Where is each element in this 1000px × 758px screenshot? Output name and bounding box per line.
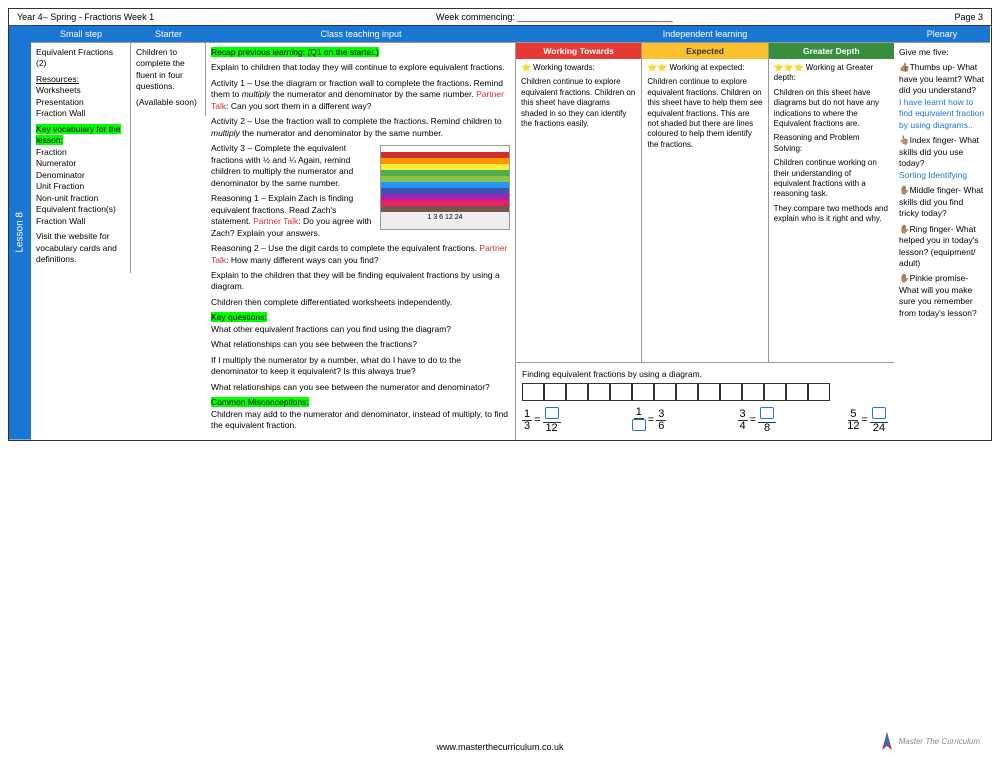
gd-col: Greater Depth ⭐⭐⭐ Working at Greater dep… xyxy=(769,43,894,362)
vocab-list: FractionNumeratorDenominatorUnit Fractio… xyxy=(36,147,116,226)
activity-2: Activity 2 – Use the fraction wall to co… xyxy=(211,116,510,139)
independent-bottom: Finding equivalent fractions by using a … xyxy=(516,363,894,440)
gd-body2: Reasoning and Problem Solving: xyxy=(774,133,889,154)
kq3: If I multiply the numerator by a number,… xyxy=(211,355,510,378)
eq4: 512=24 xyxy=(847,407,888,434)
kq-label: Key questions: xyxy=(211,312,267,322)
wt-body: Children continue to explore equivalent … xyxy=(521,77,636,129)
col-smallstep: Small step Equivalent Fractions (2) Reso… xyxy=(31,26,131,440)
lesson-tab: Lesson 8 xyxy=(9,26,31,440)
teaching-explain: Explain to the children that they will b… xyxy=(211,270,510,293)
gd-body4: They compare two methods and explain who… xyxy=(774,204,889,225)
resources-list: WorksheetsPresentationFraction Wall xyxy=(36,85,85,118)
eq1: 13=12 xyxy=(522,407,561,434)
fraction-equations: 13=12 1=36 34=8 512=24 xyxy=(522,407,888,434)
fraction-wall-diagram: 1 3 6 12 24 xyxy=(380,145,510,230)
gd-header: Greater Depth xyxy=(769,43,894,59)
exp-col: Expected ⭐⭐ Working at expected: Childre… xyxy=(642,43,768,362)
col-starter: Starter Children to complete the fluent … xyxy=(131,26,206,440)
fraction-boxes xyxy=(522,383,888,401)
gd-body1: Children on this sheet have diagrams but… xyxy=(774,88,889,130)
wt-col: Working Towards ⭐ Working towards: Child… xyxy=(516,43,642,362)
logo: Master The Curriculum xyxy=(878,730,980,754)
teaching-header: Class teaching input xyxy=(206,26,516,43)
plenary-ring: ✋🏽Ring finger- What helped you in today'… xyxy=(899,224,985,270)
kq1: What other equivalent fractions can you … xyxy=(211,324,451,334)
exp-header: Expected xyxy=(642,43,767,59)
page-header: Year 4– Spring - Fractions Week 1 Week c… xyxy=(9,9,991,26)
independent-header: Independent learning xyxy=(516,26,894,43)
col-teaching: Class teaching input Recap previous lear… xyxy=(206,26,516,440)
footer-url: www.masterthecurriculum.co.uk xyxy=(0,742,1000,752)
col-independent: Independent learning Working Towards ⭐ W… xyxy=(516,26,894,440)
vocab-label: Key vocabulary for the lesson: xyxy=(36,124,121,145)
starter-text: Children to complete the fluent in four … xyxy=(136,47,200,93)
cm-label: Common Misconceptions: xyxy=(211,397,309,407)
plenary-intro: Give me five: xyxy=(899,47,985,58)
smallstep-header: Small step xyxy=(31,26,131,43)
gd-body3: Children continue working on their under… xyxy=(774,158,889,200)
teaching-indep: Children then complete differentiated wo… xyxy=(211,297,510,308)
exp-body: Children continue to explore equivalent … xyxy=(647,77,762,150)
starter-header: Starter xyxy=(131,26,206,43)
plenary-thumbs: 👍🏽Thumbs up- What have you learnt? What … xyxy=(899,62,985,131)
eq3: 34=8 xyxy=(738,407,777,434)
plenary-header: Plenary xyxy=(894,26,990,43)
teaching-intro: Explain to children that today they will… xyxy=(211,62,510,73)
gd-title: ⭐⭐⭐ Working at Greater depth: xyxy=(774,63,889,84)
header-middle: Week commencing: _______________________… xyxy=(436,12,673,22)
bottom-label: Finding equivalent fractions by using a … xyxy=(522,369,888,379)
starter-avail: (Available soon) xyxy=(136,97,200,108)
smallstep-title: Equivalent Fractions (2) xyxy=(36,47,125,70)
kq4: What relationships can you see between t… xyxy=(211,382,510,393)
plenary-middle: ✋🏽Middle finger- What skills did you fin… xyxy=(899,185,985,219)
wt-header: Working Towards xyxy=(516,43,641,59)
eq2: 1=36 xyxy=(632,407,667,434)
exp-title: ⭐⭐ Working at expected: xyxy=(647,63,762,73)
wt-title: ⭐ Working towards: xyxy=(521,63,636,73)
plenary-pinkie: ✋🏽Pinkie promise- What will you make sur… xyxy=(899,273,985,319)
col-plenary: Plenary Give me five: 👍🏽Thumbs up- What … xyxy=(894,26,990,440)
header-left: Year 4– Spring - Fractions Week 1 xyxy=(17,12,154,22)
recap: Recap previous learning: (Q1 on the star… xyxy=(211,47,379,57)
header-right: Page 3 xyxy=(954,12,983,22)
cm-text: Children may add to the numerator and de… xyxy=(211,409,508,430)
resources-label: Resources: xyxy=(36,74,79,84)
activity-1: Activity 1 – Use the diagram or fraction… xyxy=(211,78,510,112)
plenary-index: 👆🏽Index finger- What skills did you use … xyxy=(899,135,985,181)
reasoning-2: Reasoning 2 – Use the digit cards to com… xyxy=(211,243,510,266)
visit-text: Visit the website for vocabulary cards a… xyxy=(36,231,125,265)
kq2: What relationships can you see between t… xyxy=(211,339,510,350)
